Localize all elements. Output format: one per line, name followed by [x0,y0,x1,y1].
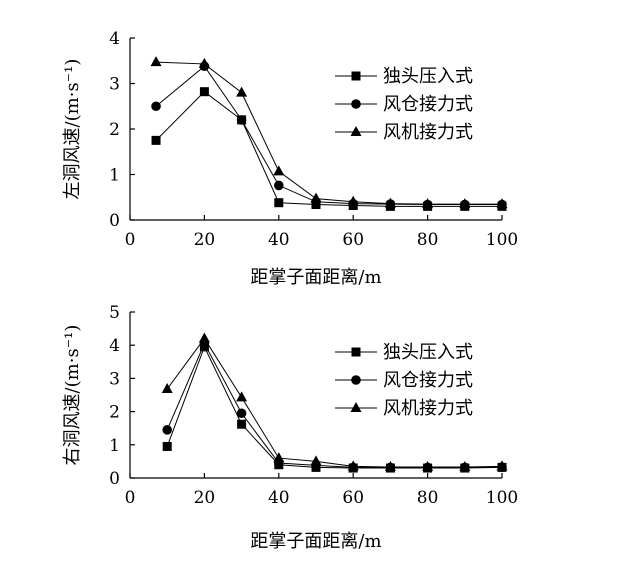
y-tick-label: 4 [109,29,120,49]
series-line-square [155,91,502,207]
legend-marker-point-0 [351,347,361,357]
y-axis-title: 右洞风速/(m·s⁻¹) [62,325,83,466]
x-axis-title: 距掌子面距离/m [250,267,381,288]
series-circle-point-2 [236,115,247,125]
legend-marker-point-2 [350,402,362,412]
series-square-point-0 [162,441,172,451]
series-square-point-3 [274,198,284,208]
x-tick-label: 0 [125,230,136,250]
x-tick-label: 80 [417,230,439,250]
x-tick-label: 20 [194,230,216,250]
y-tick-label: 1 [109,166,120,186]
series-triangle-point-2 [236,391,248,402]
x-tick-label: 60 [342,230,364,250]
x-tick-label: 40 [268,230,290,250]
series-circle-point-3 [274,180,284,191]
series-triangle-point-8 [459,198,471,209]
legend-marker-point-2 [350,126,362,136]
legend-label: 风仓接力式 [383,370,473,391]
series-triangle-point-6 [384,461,396,472]
legend-marker-point-1 [351,375,361,385]
series-triangle-point-0 [161,383,173,394]
series-triangle-point-9 [496,460,508,471]
series-triangle-point-8 [459,461,471,472]
series-triangle-point-5 [347,460,359,471]
x-tick-label: 60 [342,488,364,508]
series-triangle-point-3 [273,452,285,463]
x-tick-label: 100 [486,230,518,250]
legend-label: 风机接力式 [383,122,473,143]
y-tick-label: 3 [109,369,120,389]
series-square-point-2 [237,419,247,429]
series-triangle-point-4 [310,455,322,466]
series-triangle-point-1 [198,57,210,68]
series-line-triangle [166,337,503,468]
series-triangle-point-2 [236,86,248,97]
x-tick-label: 0 [125,488,136,508]
series-triangle-point-1 [198,332,210,343]
x-tick-label: 100 [486,488,518,508]
series-triangle-point-0 [150,56,162,67]
series-triangle-point-5 [347,195,359,206]
legend-label: 风仓接力式 [383,94,473,115]
series-triangle-point-7 [422,461,434,472]
legend-label: 独头压入式 [383,342,473,363]
y-tick-label: 1 [109,436,120,456]
series-circle-point-0 [151,101,161,112]
y-tick-label: 2 [109,120,120,140]
series-square-point-1 [199,87,209,97]
y-tick-label: 4 [109,336,120,356]
series-triangle-point-7 [422,198,434,209]
x-tick-label: 20 [194,488,216,508]
series-triangle-point-6 [384,197,396,208]
chart-right-tunnel: 0 1 2 3 4 5 0 20 40 60 80 100 距掌子面距离/m 右洞风速/(m·s⁻¹) 独头… [62,303,518,552]
y-tick-label: 3 [109,75,120,95]
series-triangle-point-4 [310,192,322,203]
series-circle-point-0 [162,425,172,435]
series-line-square [166,345,503,469]
x-tick-label: 40 [268,488,290,508]
series-line-triangle [156,61,502,205]
legend-label: 风机接力式 [383,398,473,419]
series-circle-point-2 [236,408,247,419]
legend-label: 独头压入式 [383,66,473,87]
legend-marker-point-0 [351,71,361,81]
y-tick-label: 5 [109,303,120,323]
series-square-point-0 [151,135,161,145]
y-tick-label: 0 [109,469,120,489]
x-tick-label: 80 [417,488,439,508]
y-axis-title: 左洞风速/(m·s⁻¹) [62,59,83,200]
series-triangle [161,332,508,472]
legend-marker-point-1 [351,99,361,109]
y-tick-label: 2 [109,403,120,423]
series-triangle [150,56,508,209]
y-tick-label: 0 [109,211,120,231]
series-triangle-point-9 [496,198,508,209]
series-triangle-point-3 [273,165,285,176]
x-axis-title: 距掌子面距离/m [250,531,381,552]
